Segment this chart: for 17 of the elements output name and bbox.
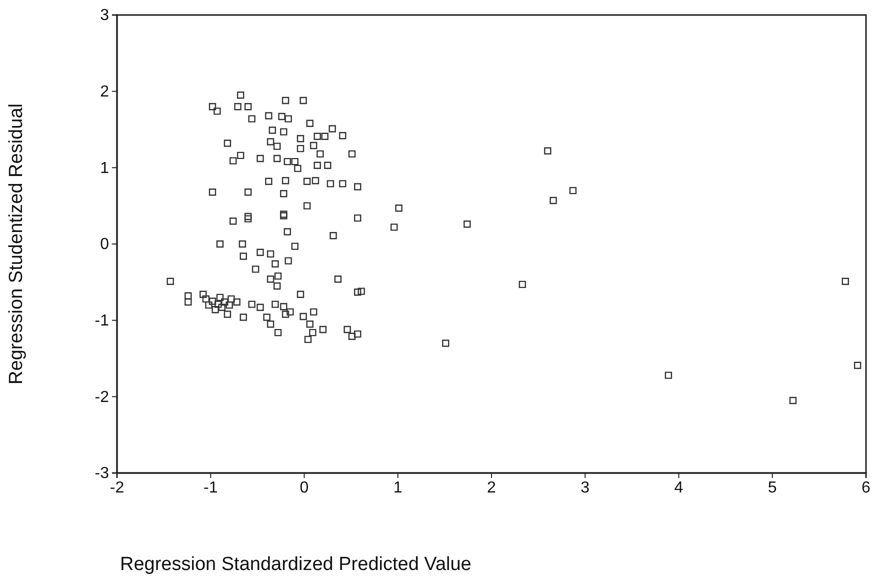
x-tick-label: 2 [487,479,496,496]
y-tick-label: 3 [100,7,110,24]
x-tick-label: 5 [768,479,777,496]
x-tick-label: 1 [393,479,402,496]
x-tick-label: 4 [674,479,684,496]
x-tick-label: 0 [300,479,309,496]
y-tick-label: 0 [100,236,110,254]
y-tick-label: -1 [94,312,110,330]
x-tick-label: 6 [862,479,871,496]
y-axis-title: Regression Studentized Residual [6,104,27,384]
y-tick-label: 1 [100,160,110,177]
x-axis-title: Regression Standardized Predicted Value [120,554,472,575]
y-tick-label: -3 [94,465,110,482]
x-tick-label: -1 [204,479,218,496]
y-tick-label: 2 [100,83,110,100]
y-tick-label: -2 [94,388,110,406]
x-tick-label: 3 [580,479,590,496]
